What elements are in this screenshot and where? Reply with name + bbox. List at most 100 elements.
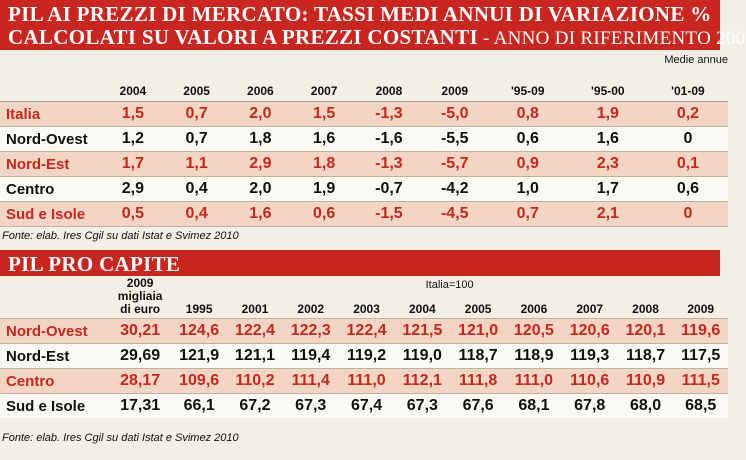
table-cell: -1,3 <box>356 151 422 177</box>
table-cell: 0,9 <box>487 151 568 177</box>
table-cell: 0,5 <box>101 201 165 227</box>
table-cell: 1,6 <box>292 126 356 152</box>
gdp-per-capita-col-header: 2007 <box>576 302 604 316</box>
source-note: Fonte: elab. Ires Cgil su dati Istat e S… <box>2 230 239 242</box>
source-note: Fonte: elab. Ires Cgil su dati Istat e S… <box>2 432 239 444</box>
region-name: Nord-Ovest <box>0 318 109 344</box>
table-cell: 0,2 <box>647 101 728 127</box>
region-name: Nord-Est <box>0 151 101 177</box>
table-cell: 119,4 <box>282 343 339 369</box>
table-cell: 68,0 <box>617 393 674 418</box>
table-cell: 120,5 <box>506 318 562 344</box>
table-cell: 2,0 <box>228 176 293 202</box>
table-cell: 0,8 <box>487 101 568 127</box>
section1-title-banner: PIL AI PREZZI DI MERCATO: TASSI MEDI ANN… <box>0 0 746 50</box>
table-row: Sud e Isole 0,5 0,4 1,6 0,6 -1,5 -4,5 0,… <box>0 201 728 227</box>
table-cell: 1,7 <box>567 176 648 202</box>
table-cell: 119,6 <box>673 318 728 344</box>
gdp-per-capita-ref-row: 2009 migliaia di euro Italia=100 <box>0 277 728 316</box>
gdp-growth-header-blank <box>0 72 101 102</box>
table-cell: 1,2 <box>101 126 165 152</box>
table-cell: 121,0 <box>450 318 507 344</box>
unit-note: Medie annue <box>664 54 728 66</box>
table-cell: 0,6 <box>487 126 568 152</box>
table-cell: 0,6 <box>292 201 356 227</box>
table-cell: 1,6 <box>228 201 293 227</box>
gdp-growth-col-header: 2009 <box>421 72 488 102</box>
gdp-growth-col-header: 2004 <box>101 72 165 102</box>
region-name: Nord-Est <box>0 343 109 369</box>
table-cell: 67,2 <box>227 393 283 418</box>
gdp-per-capita-first-col-header: 2009 migliaia di euro <box>109 277 171 319</box>
table-cell: 67,8 <box>561 393 618 418</box>
table-cell: 110,9 <box>617 368 674 394</box>
index-reference-label: Italia=100 <box>425 279 474 291</box>
table-cell: 67,4 <box>338 393 395 418</box>
gdp-growth-col-header: 2006 <box>228 72 293 102</box>
table-cell: 0,7 <box>164 101 229 127</box>
table-cell: 112,1 <box>394 368 451 394</box>
gdp-per-capita-col-header: 2004 <box>408 302 436 316</box>
table-cell: 111,4 <box>282 368 339 394</box>
gdp-per-capita-col-header: 2006 <box>520 302 548 316</box>
gdp-growth-col-header: 2007 <box>292 72 356 102</box>
region-name: Nord-Ovest <box>0 126 101 152</box>
table-cell: 121,9 <box>171 343 228 369</box>
table-row: Nord-Ovest 30,21 124,6 122,4 122,3 122,4… <box>0 318 728 344</box>
table-cell: 0 <box>647 201 728 227</box>
table-row: Nord-Est 29,69 121,9 121,1 119,4 119,2 1… <box>0 343 728 369</box>
first-col-header-line: migliaia <box>117 289 163 303</box>
region-name: Italia <box>0 101 101 127</box>
table-cell: 1,5 <box>101 101 165 127</box>
gdp-growth-col-header: '95-09 <box>487 72 568 102</box>
table-cell: 118,7 <box>617 343 674 369</box>
table-cell: 121,1 <box>227 343 283 369</box>
gdp-per-capita-header-row: 1995 2001 2002 2003 2004 2005 2006 2007 … <box>0 293 728 319</box>
table-cell: 122,4 <box>227 318 283 344</box>
table-cell: 111,0 <box>506 368 562 394</box>
table-cell: -0,7 <box>356 176 422 202</box>
table-cell: 0,7 <box>164 126 229 152</box>
region-name: Sud e Isole <box>0 393 109 418</box>
table-cell: 2,9 <box>228 151 293 177</box>
region-name: Centro <box>0 368 109 394</box>
table-cell: 0 <box>647 126 728 152</box>
table-cell: 121,5 <box>394 318 451 344</box>
section1-title-line2-sub: - ANNO DI RIFERIMENTO 2000 <box>477 28 746 49</box>
table-cell: 1,8 <box>292 151 356 177</box>
table-cell: -4,2 <box>421 176 488 202</box>
table-cell: 2,1 <box>567 201 648 227</box>
table-cell: 68,5 <box>673 393 728 418</box>
table-cell: 1,8 <box>228 126 293 152</box>
table-cell: 110,2 <box>227 368 283 394</box>
gdp-per-capita-header-blank <box>0 293 109 319</box>
table-cell: 122,4 <box>338 318 395 344</box>
table-cell: 122,3 <box>282 318 339 344</box>
section2-title-banner: PIL PRO CAPITE <box>0 250 720 276</box>
table-cell: 1,7 <box>101 151 165 177</box>
gdp-per-capita-header-blank <box>0 277 109 293</box>
section1-title-line2-main: CALCOLATI SU VALORI A PREZZI COSTANTI <box>8 25 478 49</box>
section1-title-line2: CALCOLATI SU VALORI A PREZZI COSTANTI - … <box>8 25 746 50</box>
table-row: Nord-Ovest 1,2 0,7 1,8 1,6 -1,6 -5,5 0,6… <box>0 126 728 152</box>
gdp-growth-header-row: 2004 2005 2006 2007 2008 2009 '95-09 '95… <box>0 72 728 102</box>
table-row: Nord-Est 1,7 1,1 2,9 1,8 -1,3 -5,7 0,9 2… <box>0 151 728 177</box>
table-row: Centro 2,9 0,4 2,0 1,9 -0,7 -4,2 1,0 1,7… <box>0 176 728 202</box>
gdp-per-capita-col-header: 1995 <box>185 302 213 316</box>
table-cell: 67,3 <box>394 393 451 418</box>
table-cell: 1,6 <box>567 126 648 152</box>
region-name: Centro <box>0 176 101 202</box>
table-cell: -1,3 <box>356 101 422 127</box>
table-cell: 1,0 <box>487 176 568 202</box>
gdp-per-capita-table: 2009 migliaia di euro Italia=100 1995 20… <box>0 277 728 418</box>
table-cell: 110,6 <box>561 368 618 394</box>
table-cell: 117,5 <box>673 343 728 369</box>
gdp-per-capita-col-header: 2009 <box>687 302 715 316</box>
table-cell: 66,1 <box>171 393 228 418</box>
table-cell: 124,6 <box>171 318 228 344</box>
first-col-header-line: di euro <box>120 302 161 316</box>
table-cell: 0,6 <box>647 176 728 202</box>
table-cell: 28,17 <box>109 368 172 394</box>
table-cell: 109,6 <box>171 368 228 394</box>
